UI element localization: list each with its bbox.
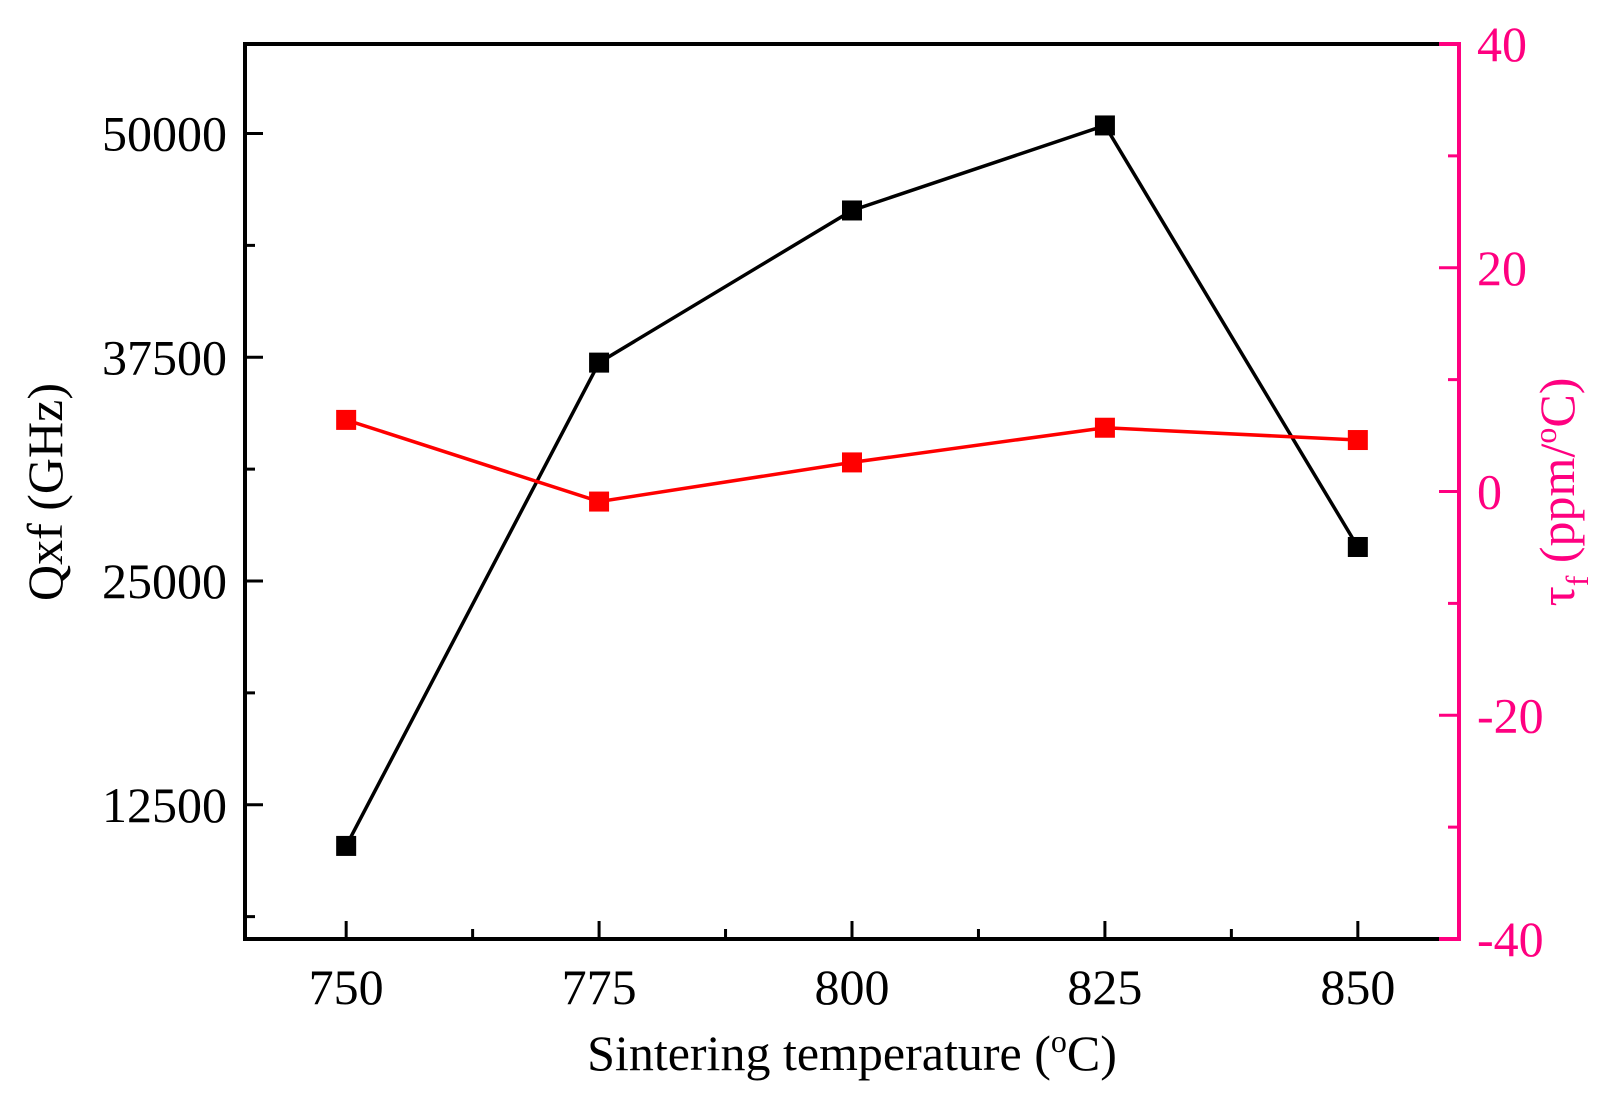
x-axis-title: Sintering temperature (oC) [587,1023,1117,1081]
x-tick-label: 800 [815,959,890,1015]
x-tick-label: 850 [1320,959,1395,1015]
y-right-tick-label: -20 [1477,687,1544,743]
x-tick-label: 825 [1067,959,1142,1015]
series-line-qxf [344,123,1360,847]
series-layer [336,115,1368,856]
data-point-qxf [842,200,862,221]
data-point-qxf [589,352,610,373]
data-point-tau_f [589,491,610,512]
data-point-tau_f [1094,417,1115,438]
y-axis-right-title: τf (ppm/oC) [1527,378,1595,607]
data-point-qxf [336,835,357,856]
data-point-qxf [1094,115,1115,136]
data-point-tau_f [336,409,357,430]
y-left-tick-label: 50000 [102,106,227,162]
y-right-tick-label: 20 [1477,240,1527,296]
data-point-qxf [1347,536,1368,557]
y-right-tick-label: 0 [1477,464,1502,520]
y-axis-left-title: Qxf (GHz) [17,383,73,601]
y-left-tick-label: 12500 [102,777,227,833]
data-point-tau_f [1347,430,1368,451]
y-left-tick-label: 37500 [102,329,227,385]
data-point-tau_f [842,452,862,473]
labels: Sintering temperature (oC) Qxf (GHz) τf … [17,378,1595,1081]
y-right-tick-label: 40 [1477,16,1527,72]
axes: 750 775 800 825 850 12500 25000 37500 50000 -40 -2… [102,16,1544,1015]
y-right-tick-label: -40 [1477,911,1544,967]
y-left-tick-label: 25000 [102,553,227,609]
x-tick-label: 750 [309,959,384,1015]
x-tick-label: 775 [562,959,637,1015]
